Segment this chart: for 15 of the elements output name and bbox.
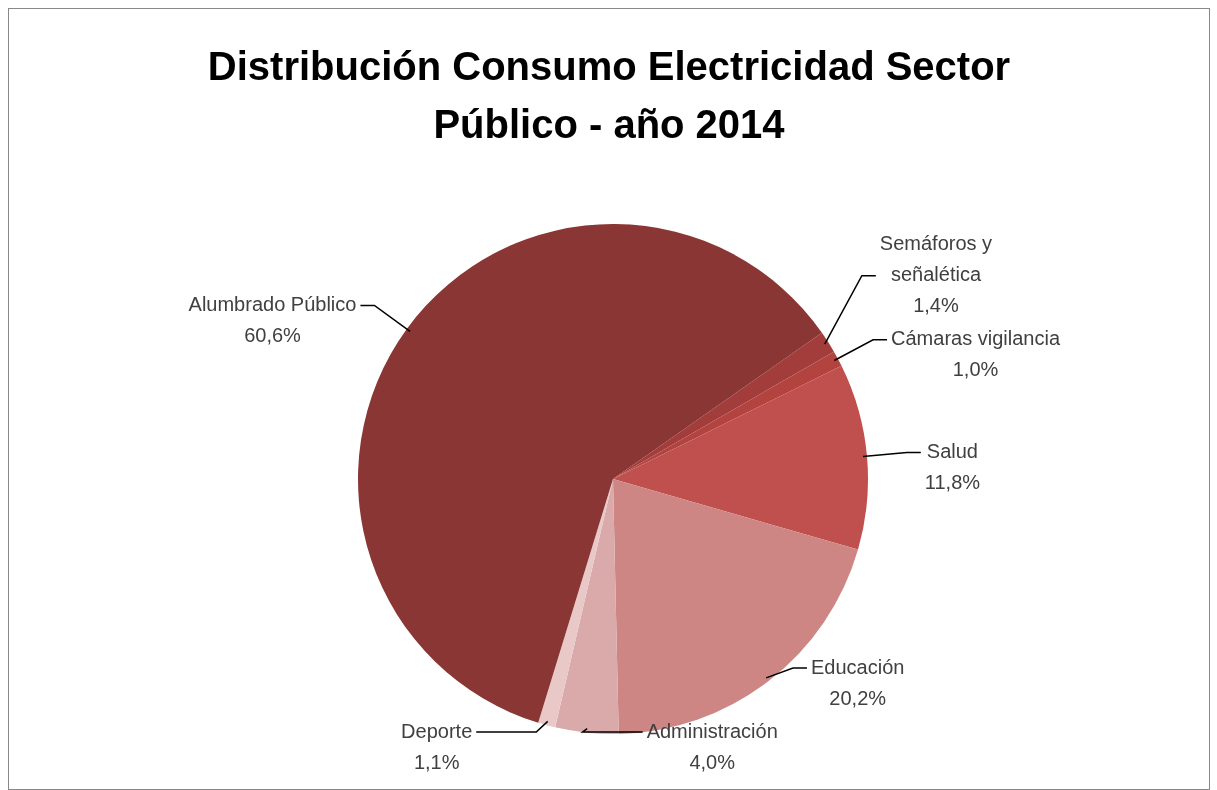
- data-label: 20,2%: [829, 686, 887, 709]
- data-label: 4,0%: [689, 750, 736, 773]
- data-label: 1,0%: [952, 358, 999, 381]
- slice-label: Educación: [811, 655, 905, 678]
- data-label: 60,6%: [244, 324, 302, 346]
- slice-label: Alumbrado Público: [188, 293, 357, 315]
- slice-label: Cámaras vigilancia: [891, 327, 1061, 350]
- data-label: 11,8%: [924, 471, 981, 494]
- slice-label: Administración: [646, 719, 778, 742]
- data-label: 1,4%: [913, 294, 959, 317]
- slice-label: Salud: [926, 440, 978, 463]
- slice-label: Semáforos y señalética: [879, 232, 993, 286]
- data-label: 1,1%: [413, 750, 460, 773]
- chart-title: Distribución Consumo Electricidad Sector Público - año 2014: [206, 43, 1012, 148]
- slice-label: Deporte: [401, 719, 473, 742]
